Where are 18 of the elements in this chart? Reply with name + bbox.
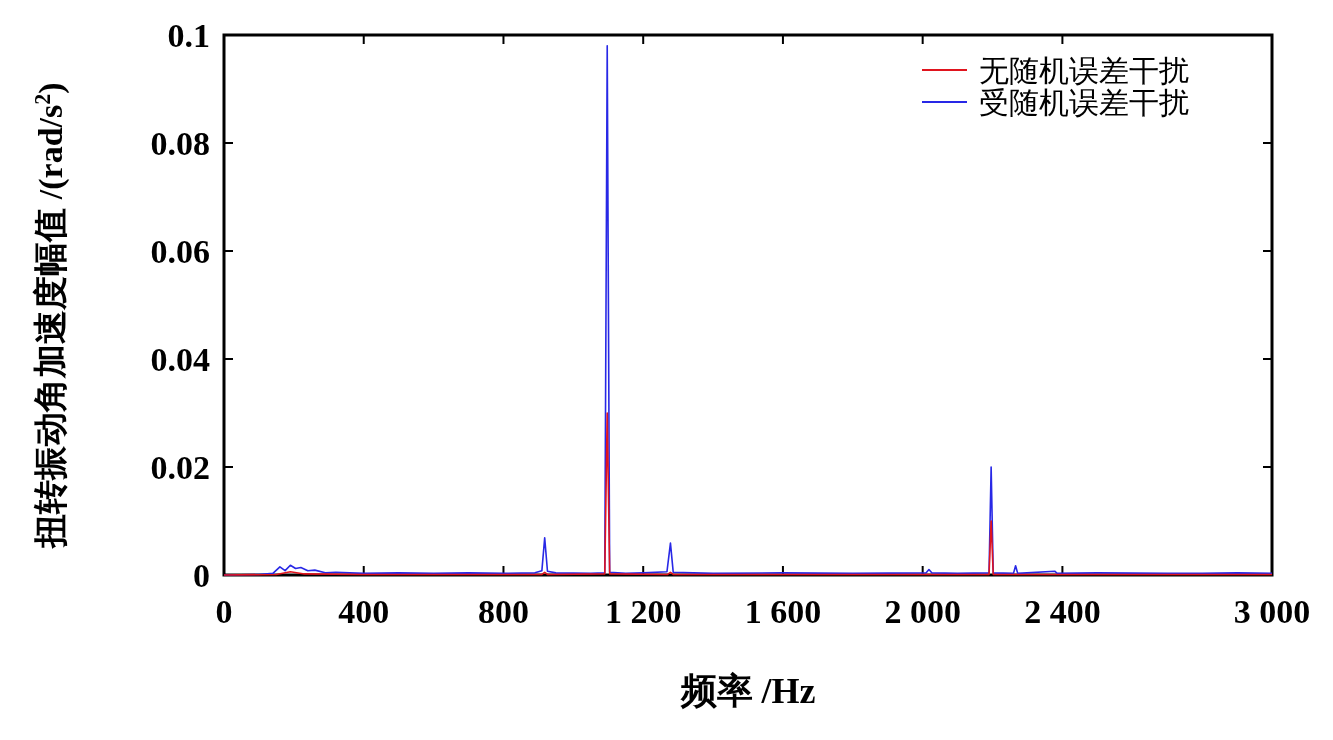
x-tick-label: 1 600 <box>744 593 822 630</box>
y-tick-label: 0.02 <box>150 449 210 486</box>
y-tick-label: 0.1 <box>167 17 210 54</box>
legend-label: 受随机误差干扰 <box>979 86 1189 119</box>
x-tick-label: 1 200 <box>604 593 682 630</box>
x-tick-label: 2 000 <box>884 593 961 630</box>
x-tick-label: 2 400 <box>1024 593 1101 630</box>
x-axis-title: 频率 /Hz <box>679 671 816 711</box>
x-tick-label: 0 <box>215 593 233 630</box>
legend-label: 无随机误差干扰 <box>979 54 1189 87</box>
line-series <box>223 412 1273 576</box>
x-tick-label: 800 <box>477 593 529 630</box>
y-tick-label: 0.08 <box>150 125 210 162</box>
y-tick-label: 0.04 <box>150 341 210 378</box>
x-tick-label: 3 000 <box>1233 593 1311 630</box>
y-tick-label: 0 <box>193 557 210 594</box>
x-tick-label: 400 <box>338 593 390 630</box>
y-tick-label: 0.06 <box>150 233 210 270</box>
